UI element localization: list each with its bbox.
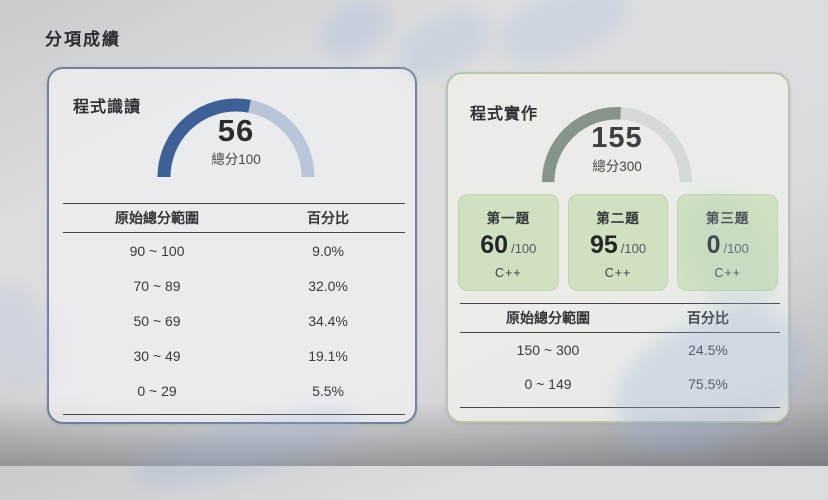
table-header-row: 原始總分範圍 百分比 [460, 303, 780, 333]
implementation-score-value: 155 [591, 122, 643, 154]
question-2-box: 第二題 95 /100 C++ [567, 194, 669, 291]
table-row: 150 ~ 300 24.5% [460, 333, 780, 367]
implementation-gauge-fill [541, 107, 693, 183]
range-cell: 50 ~ 69 [133, 312, 181, 329]
question-1-label: 第一題 [486, 211, 531, 226]
table-row: 70 ~ 89 32.0% [63, 268, 405, 303]
range-cell: 90 ~ 100 [129, 242, 185, 259]
watermark-smudge [491, 0, 635, 75]
question-scores-row: 第一題 60 /100 C++ 第二題 95 /100 C++ 第三題 0 /1… [458, 194, 779, 291]
question-2-label: 第二題 [596, 211, 640, 226]
table-row: 0 ~ 149 75.5% [460, 367, 780, 401]
reading-score-total: 總分100 [211, 152, 261, 167]
table-row: 30 ~ 49 19.1% [63, 338, 405, 373]
reading-gauge-chart [157, 98, 315, 178]
watermark-smudge [310, 0, 400, 70]
header-percentage: 百分比 [307, 210, 350, 226]
implementation-gauge-text: 155 總分300 [530, 124, 704, 174]
reading-percentile-table: 原始總分範圍 百分比 90 ~ 100 9.0% 70 ~ 89 32.0% 5… [63, 203, 405, 415]
question-3-box: 第三題 0 /100 C++ [677, 194, 779, 291]
question-2-score: 95 /100 [590, 233, 646, 258]
header-range: 原始總分範圍 [506, 310, 590, 326]
table-bottom-rule [63, 408, 405, 415]
question-2-language: C++ [604, 266, 632, 280]
question-3-score-value: 0 [706, 231, 721, 259]
question-3-score: 0 /100 [707, 233, 749, 258]
table-row: 50 ~ 69 34.4% [63, 303, 405, 338]
question-1-score-value: 60 [480, 231, 509, 259]
range-cell: 0 ~ 149 [524, 376, 572, 392]
percentage-cell: 5.5% [312, 382, 344, 399]
question-1-score: 60 /100 [480, 233, 536, 258]
question-3-language: C++ [714, 266, 741, 280]
header-range: 原始總分範圍 [115, 210, 200, 226]
question-3-label: 第三題 [705, 211, 750, 226]
implementation-percentile-table: 原始總分範圍 百分比 150 ~ 300 24.5% 0 ~ 149 75.5% [460, 303, 780, 408]
question-2-score-value: 95 [589, 231, 618, 259]
percentage-cell: 32.0% [308, 277, 348, 294]
reading-score-value: 56 [217, 113, 255, 148]
range-cell: 0 ~ 29 [137, 382, 177, 399]
percentage-cell: 19.1% [308, 347, 348, 364]
table-header-row: 原始總分範圍 百分比 [63, 203, 405, 233]
question-1-box: 第一題 60 /100 C++ [458, 194, 559, 291]
table-bottom-rule [460, 401, 780, 408]
percentage-cell: 34.4% [308, 312, 348, 329]
reading-gauge-fill [157, 98, 315, 178]
implementation-score-total: 總分300 [592, 159, 642, 174]
card-title-implementation: 程式實作 [470, 106, 539, 123]
range-cell: 70 ~ 89 [133, 277, 181, 294]
implementation-gauge: 155 總分300 [530, 88, 704, 194]
percentage-cell: 9.0% [312, 242, 344, 259]
reading-gauge-text: 56 總分100 [145, 115, 327, 167]
range-cell: 150 ~ 300 [516, 342, 580, 358]
header-percentage: 百分比 [687, 310, 729, 326]
question-1-score-max: /100 [511, 241, 537, 256]
table-row: 90 ~ 100 9.0% [63, 233, 405, 268]
question-1-language: C++ [495, 266, 522, 280]
question-3-score-max: /100 [723, 241, 749, 256]
percentage-cell: 24.5% [688, 342, 728, 358]
card-title-reading: 程式識讀 [73, 99, 142, 116]
range-cell: 30 ~ 49 [133, 347, 181, 364]
page-title: 分項成績 [45, 30, 121, 49]
table-row: 0 ~ 29 5.5% [63, 373, 405, 408]
card-program-reading: 程式識讀 56 總分100 原始總分範圍 百分比 90 ~ 100 9.0% 7… [47, 67, 417, 424]
implementation-gauge-chart [541, 107, 693, 183]
question-2-score-max: /100 [620, 241, 647, 256]
reading-gauge: 56 總分100 [145, 79, 327, 189]
percentage-cell: 75.5% [688, 376, 728, 392]
card-program-implementation: 程式實作 155 總分300 第一題 60 /100 C++ 第二題 95 /1… [446, 72, 790, 423]
